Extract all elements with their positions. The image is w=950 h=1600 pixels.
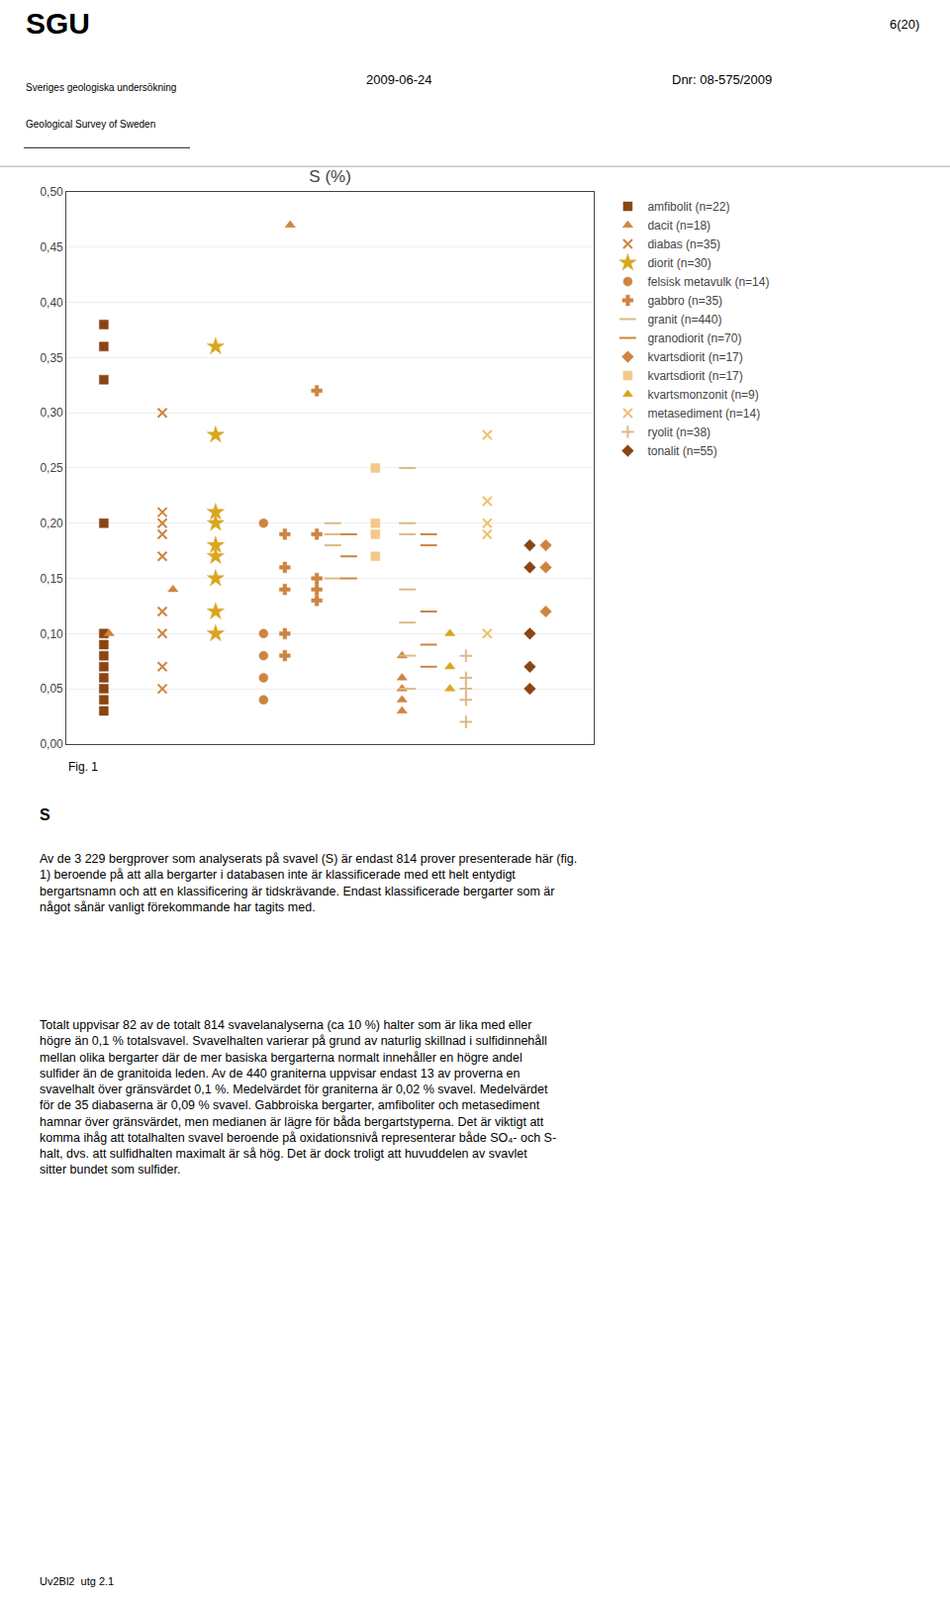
svg-text:SGU: SGU	[25, 6, 91, 40]
svg-text:diorit (n=30): diorit (n=30)	[647, 256, 711, 271]
svg-text:0,20: 0,20	[39, 516, 64, 531]
svg-text:gabbro (n=35): gabbro (n=35)	[647, 293, 723, 308]
svg-text:S: S	[39, 806, 51, 824]
svg-text:amfibolit (n=22): amfibolit (n=22)	[647, 199, 730, 214]
svg-text:2009-06-24: 2009-06-24	[366, 72, 433, 88]
svg-text:kvartsmonzonit (n=9): kvartsmonzonit (n=9)	[647, 387, 759, 402]
svg-text:0,25: 0,25	[39, 461, 64, 475]
svg-text:Av de 3 229 bergprover som ana: Av de 3 229 bergprover som analyserats p…	[39, 852, 577, 915]
svg-text:Totalt uppvisar 82 av de total: Totalt uppvisar 82 av de totalt 814 svav…	[39, 1018, 557, 1177]
svg-text:kvartsdiorit (n=17): kvartsdiorit (n=17)	[647, 350, 743, 365]
svg-text:6(20): 6(20)	[889, 16, 920, 32]
svg-text:S (%): S (%)	[308, 167, 352, 187]
svg-text:ryolit (n=38): ryolit (n=38)	[647, 425, 711, 440]
svg-text:0,05: 0,05	[39, 681, 64, 696]
svg-text:granodiorit (n=70): granodiorit (n=70)	[647, 331, 742, 346]
svg-text:Geological Survey of Sweden: Geological Survey of Sweden	[25, 118, 156, 130]
svg-text:metasediment (n=14): metasediment (n=14)	[647, 406, 760, 421]
svg-text:Uv2Bl2 utg 2.1: Uv2Bl2 utg 2.1	[39, 1575, 114, 1588]
svg-text:0,00: 0,00	[39, 737, 64, 752]
svg-text:0,45: 0,45	[39, 240, 64, 255]
svg-text:0,35: 0,35	[39, 351, 64, 366]
svg-text:Dnr: 08-575/2009: Dnr: 08-575/2009	[671, 72, 772, 88]
svg-text:0,15: 0,15	[39, 571, 64, 586]
svg-text:0,50: 0,50	[39, 185, 64, 199]
svg-text:0,30: 0,30	[39, 405, 64, 420]
svg-text:0,40: 0,40	[39, 295, 64, 310]
svg-text:Sveriges geologiska undersökni: Sveriges geologiska undersökning	[25, 82, 177, 94]
svg-text:dacit (n=18): dacit (n=18)	[647, 218, 711, 233]
svg-text:tonalit (n=55): tonalit (n=55)	[647, 444, 717, 459]
svg-text:granit (n=440): granit (n=440)	[647, 312, 722, 327]
svg-text:kvartsdiorit (n=17): kvartsdiorit (n=17)	[647, 369, 743, 383]
svg-text:0,10: 0,10	[39, 627, 64, 642]
svg-text:Fig. 1: Fig. 1	[68, 760, 98, 774]
svg-text:diabas (n=35): diabas (n=35)	[647, 237, 721, 252]
svg-text:felsisk metavulk (n=14): felsisk metavulk (n=14)	[647, 275, 769, 289]
